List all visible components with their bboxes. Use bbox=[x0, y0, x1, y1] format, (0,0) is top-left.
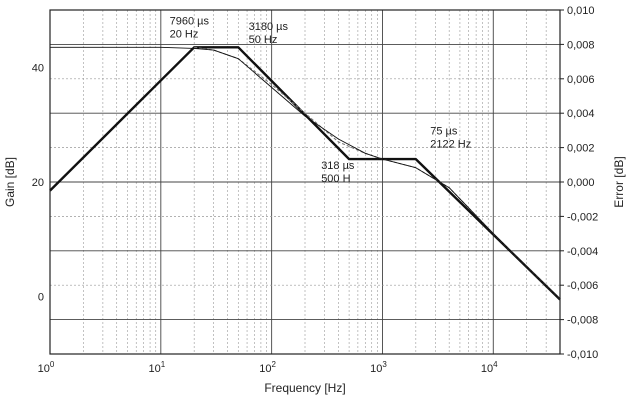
corner-annotation: 7960 µs 20 Hz bbox=[170, 15, 210, 40]
y2-tick-label: 0,000 bbox=[567, 177, 595, 189]
x-tick-label: 100 bbox=[38, 360, 55, 375]
y2-tick-label: -0,010 bbox=[567, 349, 598, 361]
corner-annotation: 318 µs 500 H bbox=[321, 160, 355, 185]
annotations: 7960 µs 20 Hz 3180 µs 50 Hz 318 µs 500 H 75 µs… bbox=[170, 15, 472, 184]
y-tick-labels: 0 20 40 bbox=[32, 62, 44, 303]
y2-axis-label: Error [dB] bbox=[612, 156, 626, 207]
y-axis-label: Gain [dB] bbox=[3, 157, 17, 207]
y2-tick-labels: 0,010 0,008 0,006 0,004 0,002 0,000 -0,002 -0,0… bbox=[560, 5, 598, 361]
y2-tick-label: 0,010 bbox=[567, 5, 595, 17]
y-tick-label: 0 bbox=[38, 292, 44, 304]
corner-annotation: 75 µs 2122 Hz bbox=[430, 125, 471, 150]
y2-tick-label: 0,006 bbox=[567, 74, 595, 86]
x-axis-label: Frequency [Hz] bbox=[264, 381, 345, 395]
series-group bbox=[49, 46, 561, 301]
x-tick-label: 102 bbox=[259, 360, 276, 375]
y2-tick-label: -0,006 bbox=[567, 280, 598, 292]
y2-tick-label: 0,004 bbox=[567, 108, 595, 120]
x-tick-label: 103 bbox=[370, 360, 387, 375]
y-tick-label: 40 bbox=[32, 62, 44, 74]
x-tick-label: 101 bbox=[148, 360, 165, 375]
y2-tick-label: 0,002 bbox=[567, 143, 595, 155]
y2-tick-label: -0,004 bbox=[567, 246, 598, 258]
corner-annotation: 3180 µs 50 Hz bbox=[249, 21, 289, 46]
series-error-line bbox=[50, 46, 561, 300]
grid bbox=[49, 9, 561, 355]
y2-tick-label: -0,008 bbox=[567, 315, 598, 327]
y-tick-label: 20 bbox=[32, 177, 44, 189]
x-tick-label: 104 bbox=[481, 360, 498, 375]
y2-tick-label: -0,002 bbox=[567, 211, 598, 223]
x-tick-labels: 100 101 102 103 104 bbox=[38, 360, 499, 375]
y2-tick-label: 0,008 bbox=[567, 39, 595, 51]
